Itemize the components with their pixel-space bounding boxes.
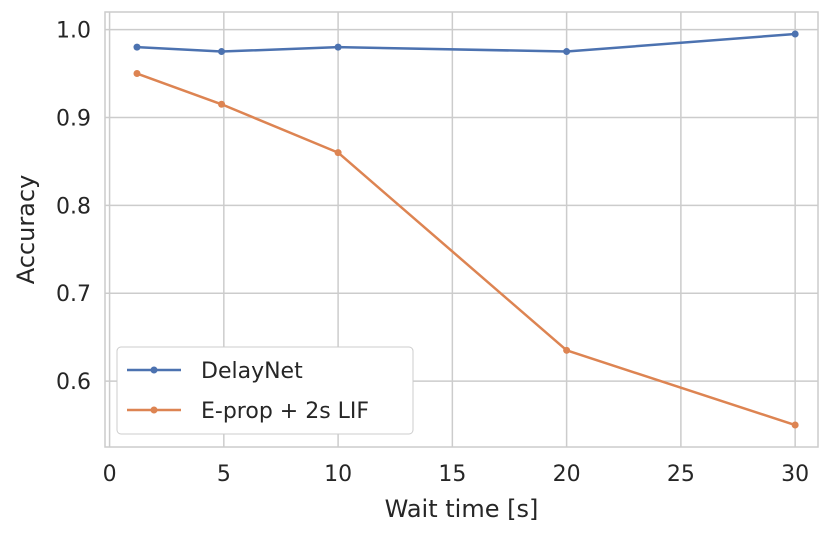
y-tick-label: 0.6 (56, 370, 91, 395)
data-point (791, 30, 799, 38)
legend-marker (150, 406, 158, 414)
legend: DelayNet E-prop + 2s LIF (116, 346, 414, 435)
data-point (563, 48, 571, 56)
grid (105, 12, 818, 447)
y-tick-label: 0.7 (56, 282, 91, 307)
series-line-0 (136, 32, 796, 53)
legend-entries: DelayNet E-prop + 2s LIF (127, 359, 369, 424)
x-tick-label: 15 (438, 462, 466, 487)
plot-frame (104, 11, 819, 448)
legend-label: DelayNet (201, 359, 303, 384)
x-tick-label: 5 (217, 462, 231, 487)
x-tick-label: 25 (667, 462, 695, 487)
x-tick-label: 20 (553, 462, 581, 487)
data-point (791, 421, 799, 429)
y-tick-label: 1.0 (56, 19, 91, 44)
data-point (334, 149, 342, 157)
x-tick-label: 0 (103, 462, 117, 487)
data-point (334, 43, 342, 51)
data-point (133, 43, 141, 51)
data-point (218, 100, 226, 108)
x-tick-label: 10 (324, 462, 352, 487)
y-tick-label: 0.9 (56, 106, 91, 131)
data-point (133, 70, 141, 78)
data-point (563, 346, 571, 354)
legend-marker (150, 366, 158, 374)
series-layer (133, 30, 799, 429)
y-axis-label: Accuracy (12, 175, 40, 285)
tick-labels: 0 5 10 15 20 25 30 0.6 0.7 0.8 0.9 1.0 (56, 19, 809, 487)
x-axis-label: Wait time [s] (385, 495, 539, 523)
y-tick-label: 0.8 (56, 194, 91, 219)
legend-box (116, 346, 414, 435)
x-tick-label: 30 (781, 462, 809, 487)
data-point (218, 48, 226, 56)
legend-label: E-prop + 2s LIF (201, 399, 369, 424)
